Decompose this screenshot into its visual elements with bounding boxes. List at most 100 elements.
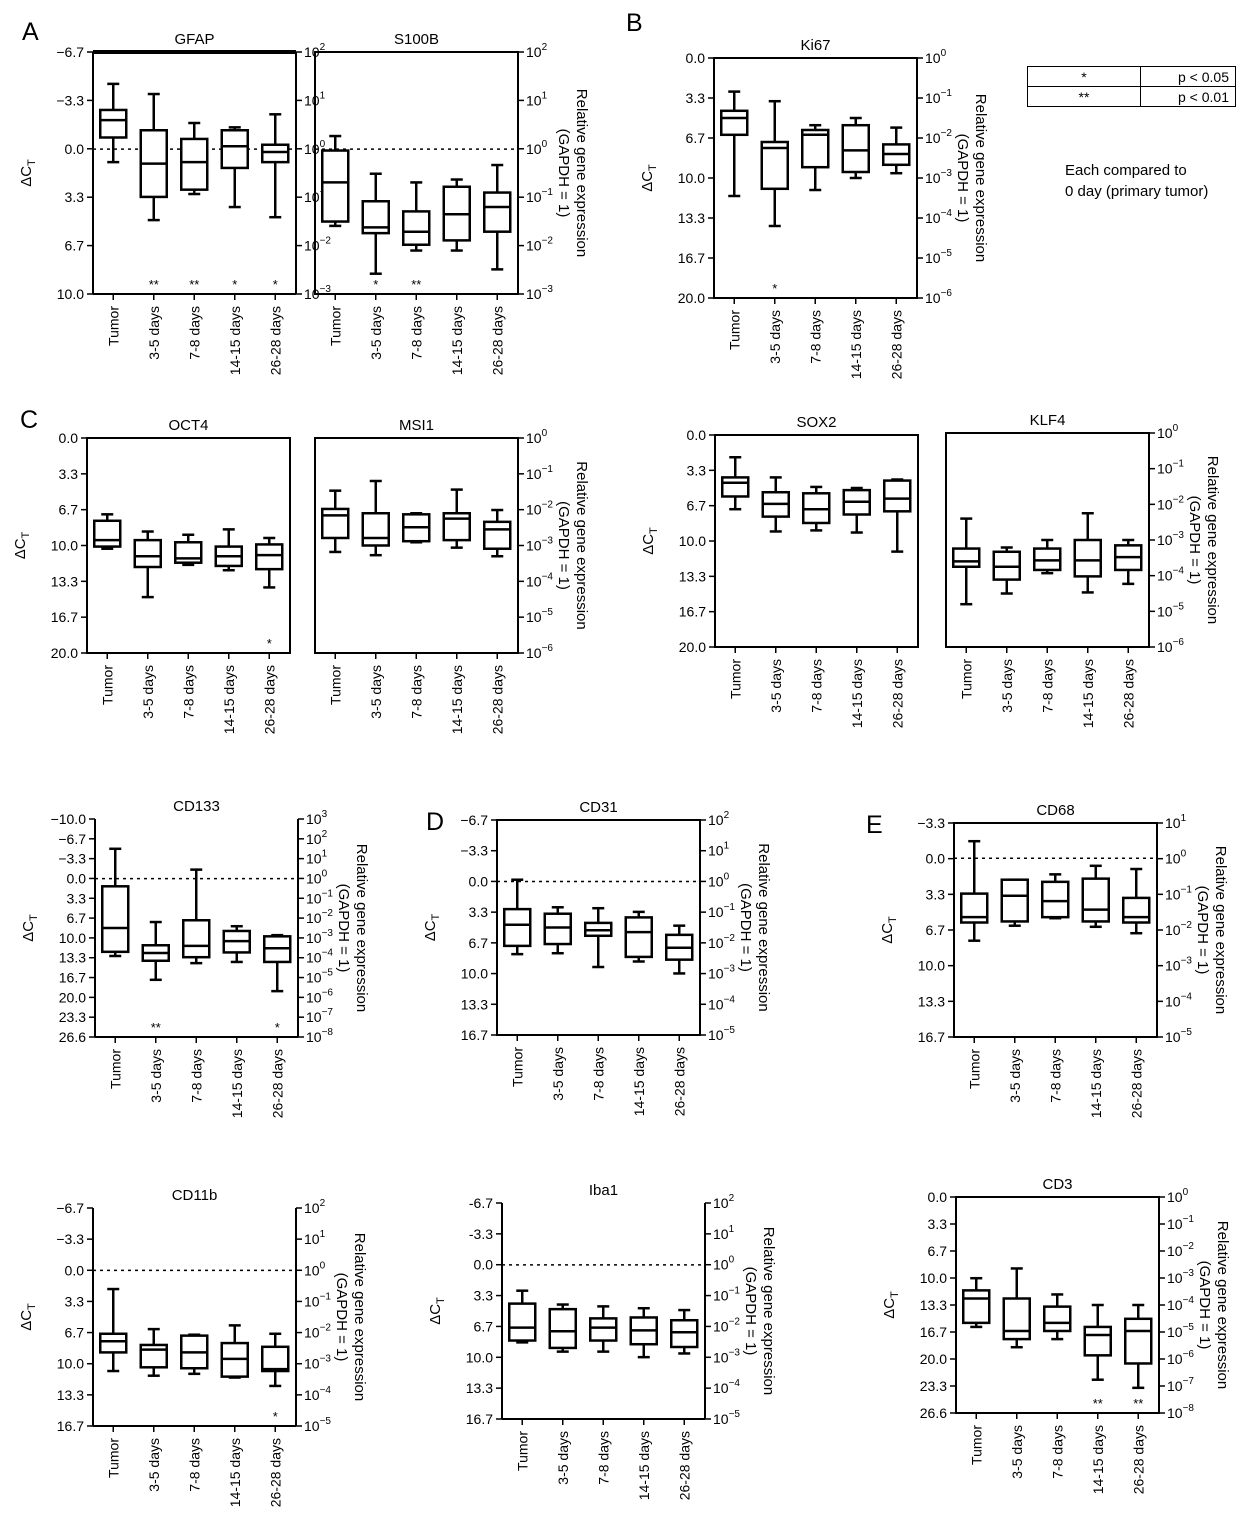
box-iqr xyxy=(99,1332,128,1354)
y-right-axis-title-line: Relative gene expression xyxy=(1204,456,1221,624)
y-right-axis-title-line: (GAPDH = 1) xyxy=(555,129,572,218)
box-iqr xyxy=(952,547,981,568)
y-tick-label: −6.7 xyxy=(58,831,86,847)
panel-letter: B xyxy=(626,9,643,37)
comparison-note: Each compared to 0 day (primary tumor) xyxy=(1065,160,1208,202)
box-iqr xyxy=(508,1302,537,1342)
significance-mark: ** xyxy=(149,277,159,292)
y-right-axis-title: Relative gene expression(GAPDH = 1) xyxy=(1194,846,1229,1014)
y-right-axis-title-line: Relative gene expression xyxy=(351,1233,368,1401)
chart-panel-cd11b: CD11b−6.7−3.30.03.36.710.013.316.7ΔCT102… xyxy=(18,1187,368,1507)
y-tick-label: 3.3 xyxy=(67,890,87,906)
plot-frame xyxy=(953,822,1158,1038)
box-iqr xyxy=(261,143,290,164)
exponent: 0 xyxy=(542,139,548,150)
y-right-tick-label: 10−1 xyxy=(1167,1214,1194,1232)
y-axis-title-subscript: T xyxy=(887,916,899,923)
x-tick-label: 26-28 days xyxy=(267,306,283,375)
chart-title: S100B xyxy=(394,31,439,48)
box-plot-5 xyxy=(1124,1303,1153,1390)
y-axis-title-subscript: T xyxy=(28,914,40,921)
y-right-tick-label: 10−4 xyxy=(713,1378,740,1396)
box-plot-2 xyxy=(1002,1267,1031,1349)
y-right-axis-title-line: (GAPDH = 1) xyxy=(1186,496,1203,585)
y-tick-label: 3.3 xyxy=(469,904,489,920)
y-tick-label: 13.3 xyxy=(920,1297,947,1313)
y-tick-label: 3.3 xyxy=(686,90,706,106)
y-axis-title-subscript: T xyxy=(648,527,660,534)
y-tick-label: −3.3 xyxy=(56,92,84,108)
box-iqr xyxy=(624,916,653,959)
box-plot-1 xyxy=(93,513,122,550)
box-plot-3 xyxy=(802,485,831,532)
y-right-tick-label: 100 xyxy=(925,48,947,66)
y-right-axis-title-line: Relative gene expression xyxy=(972,94,989,262)
y-right-axis-title: Relative gene expression(GAPDH = 1) xyxy=(555,89,590,257)
box-plot-5 xyxy=(255,536,284,589)
exponent: −4 xyxy=(320,1385,332,1396)
exponent: 0 xyxy=(320,1260,326,1271)
y-tick-label: 13.3 xyxy=(59,950,86,966)
y-tick-label: 3.3 xyxy=(926,886,946,902)
chart-title: KLF4 xyxy=(1030,412,1066,429)
exponent: −2 xyxy=(729,1316,741,1327)
y-right-tick-label: 10−5 xyxy=(1167,1322,1194,1340)
y-right-tick-label: 102 xyxy=(708,810,730,828)
significance-mark: ** xyxy=(1133,1396,1143,1411)
y-right-tick-label: 10−8 xyxy=(306,1027,333,1045)
y-right-tick-label: 10−5 xyxy=(304,1416,331,1434)
box-plot-1 xyxy=(720,90,749,198)
box-plot-3 xyxy=(402,181,431,252)
exponent: 2 xyxy=(729,1193,735,1204)
box-plot-4 xyxy=(629,1306,658,1359)
box-iqr xyxy=(321,507,350,540)
y-axis-title: ΔCT xyxy=(639,164,659,192)
chart-title: CD133 xyxy=(173,798,220,815)
x-tick-label: Tumor xyxy=(99,665,115,705)
y-tick-label: 10.0 xyxy=(920,1270,947,1286)
x-tick-label: 14-15 days xyxy=(631,1047,647,1116)
box-plot-4 xyxy=(220,1324,249,1379)
panel-letter: C xyxy=(20,406,38,434)
significance-mark: * xyxy=(273,1409,278,1424)
x-tick-label: 3-5 days xyxy=(1007,1049,1023,1103)
box-iqr xyxy=(133,538,162,569)
box-iqr xyxy=(841,123,870,174)
y-right-tick-label: 10−2 xyxy=(526,500,553,518)
y-right-axis-title: Relative gene expression(GAPDH = 1) xyxy=(555,461,590,629)
exponent: 1 xyxy=(320,1229,326,1240)
chart-title: OCT4 xyxy=(168,417,208,434)
y-right-tick-label: 10−3 xyxy=(304,1354,331,1372)
box-iqr xyxy=(1122,896,1151,924)
chart-panel-klf4: KLF410010−110−210−310−410−510−6Relative … xyxy=(945,412,1221,728)
x-tick-label: Tumor xyxy=(509,1047,525,1087)
box-plot-3 xyxy=(180,1333,209,1376)
y-right-tick-label: 10−3 xyxy=(713,1347,740,1365)
box-plot-5 xyxy=(1122,867,1151,935)
y-right-axis-title: Relative gene expression(GAPDH = 1) xyxy=(742,1227,777,1395)
y-right-tick-label: 10−3 xyxy=(1165,956,1192,974)
x-tick-label: 14-15 days xyxy=(227,1438,243,1507)
x-tick-label: 26-28 days xyxy=(888,310,904,379)
y-right-tick-label: 100 xyxy=(713,1255,735,1273)
y-right-tick-label: 101 xyxy=(1165,813,1187,831)
exponent: 1 xyxy=(542,90,548,101)
exponent: −1 xyxy=(1183,1214,1195,1225)
box-plot-4 xyxy=(1081,864,1110,929)
box-iqr xyxy=(801,128,830,169)
x-tick-label: 14-15 days xyxy=(449,665,465,734)
chart-panel-msi1: MSI110010−110−210−310−410−510−6Relative … xyxy=(314,417,590,734)
x-tick-label: 26-28 days xyxy=(676,1431,692,1500)
chart-panel-cd68: CD68−3.30.03.36.710.013.316.7ΔCT10110010… xyxy=(879,802,1229,1118)
y-axis-title: ΔCT xyxy=(427,1297,447,1325)
box-iqr xyxy=(255,543,284,571)
y-right-axis-title-line: Relative gene expression xyxy=(573,461,590,629)
panel-letter: A xyxy=(22,18,39,46)
y-tick-label: 3.3 xyxy=(928,1216,948,1232)
x-tick-label: 7-8 days xyxy=(186,306,202,360)
box-iqr xyxy=(1043,1305,1072,1333)
exponent: −3 xyxy=(941,168,953,179)
box-iqr xyxy=(1083,1325,1112,1357)
box-iqr xyxy=(548,1307,577,1350)
y-right-tick-label: 103 xyxy=(306,809,328,827)
